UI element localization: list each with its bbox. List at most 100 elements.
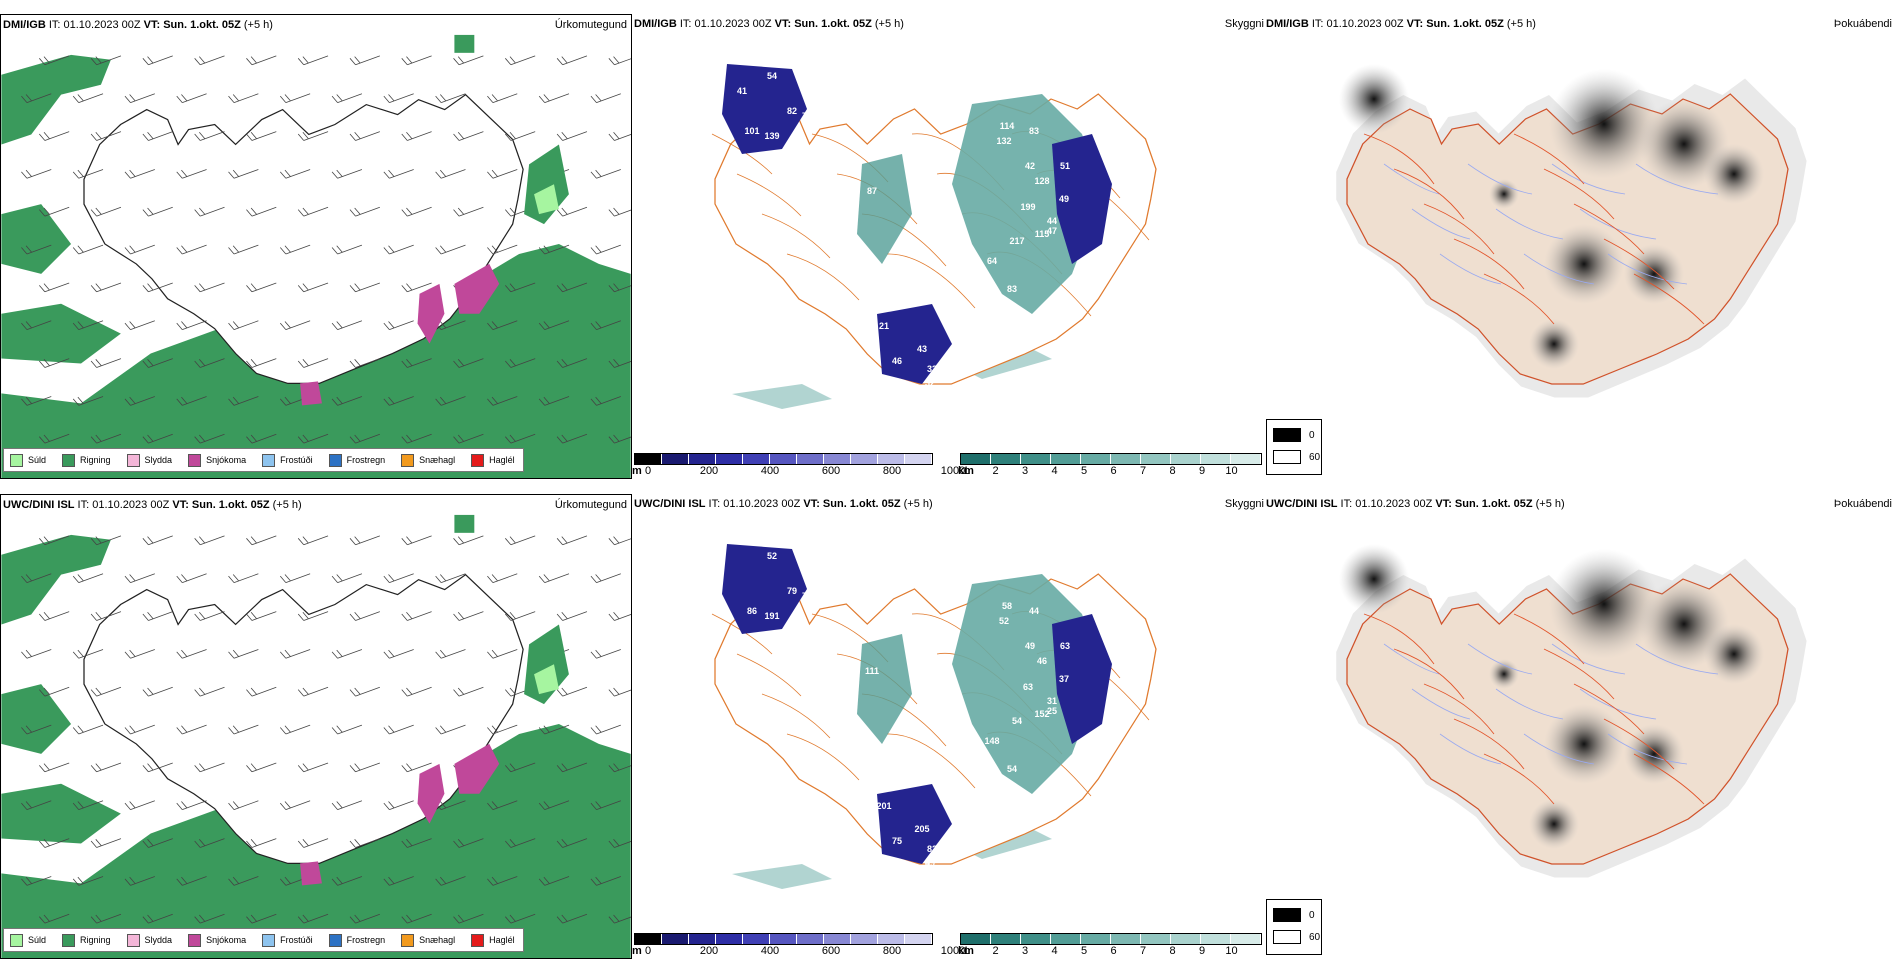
fog-patch [1544,704,1624,784]
wind-barb [72,800,104,811]
legend-swatch [471,933,485,947]
wind-barb [487,169,518,179]
legend-label: Slydda [144,455,173,465]
wind-barb [228,724,259,735]
cloud-base-label: 85 [839,714,849,724]
cloud-base-label: 83 [927,186,937,196]
cloud-base-visibility-map: 54 82 75 101 139 69 87 61 64 90 278 21 43 46 33 32 114 13… [711,64,1157,409]
colorbar-cell [689,454,716,464]
legend-label: 60 [1309,931,1321,943]
wind-barb [538,93,570,103]
wind-barb [72,724,104,735]
fog-indicator-legend: 0 60 [1266,419,1322,475]
wind-barb [383,876,414,886]
colorbar-tick: 200 [699,945,719,957]
colorbar-cell [770,454,797,464]
wind-barb [21,320,52,331]
legend-label: Frostregn [346,455,386,465]
colorbar-cell [1171,454,1201,464]
cloud-base-label: 79 [787,586,797,596]
colorbar-tick: 800 [882,945,902,957]
legend-swatch [1273,930,1301,944]
cloud-base-label: 44 [1029,606,1039,616]
colorbar-tick: 400 [760,945,780,957]
wind-barb [331,724,363,735]
cloud-base-colorbar: m 0 200 400 600 800 1000 [632,933,965,957]
wind-barb [349,55,380,66]
legend-label: Rigning [80,935,111,945]
wind-barb [90,686,122,697]
fog-patch [1549,549,1659,659]
wind-barb [279,244,311,255]
colorbar-cell [1081,934,1111,944]
wind-barb [383,169,414,179]
precip-legend-item: Snjókoma [188,933,246,947]
visibility-colorbar: km 1 2 3 4 5 6 7 8 9 10 [958,933,1262,957]
wind-barb [297,206,329,217]
precip-legend-item: Haglél [471,453,515,467]
colorbar-cell [743,454,770,464]
colorbar-tick: 6 [1110,945,1117,957]
colorbar-cell [1051,934,1081,944]
cloud-base-label: 54 [767,71,777,81]
wind-barb [279,93,311,103]
panel-variable-label: Úrkomutegund [554,19,627,31]
colorbar-tick: 9 [1198,465,1206,477]
wind-barb [194,535,225,546]
legend-label: Frostúði [280,935,313,945]
wind-barb [194,762,225,773]
precip-legend-item: Súld [10,933,46,947]
cloud-base-label: 2 [799,326,804,336]
wind-barb [556,838,588,848]
colorbar-cell [770,934,797,944]
cloud-base-label: 52 [767,551,777,561]
fog-patch [1339,544,1409,614]
wind-barb [72,649,104,659]
wind-barb [401,55,432,66]
wind-barb [246,762,277,773]
wind-barb [279,573,311,583]
precip-type-panel-dmi: DMI/IGB IT: 01.10.2023 00Z VT: Sun. 1.ok… [0,14,632,479]
legend-swatch [1273,428,1301,442]
wind-barb [505,358,536,368]
wind-barb [590,724,621,735]
wind-barb [194,206,225,217]
cloud-base-label: 49 [1025,641,1035,651]
wind-barb [608,131,631,141]
cloud-base-label: 152 [1034,709,1049,719]
wind-barb [21,876,52,886]
wind-barb [297,433,329,444]
wind-barb [246,358,277,368]
wind-barb [453,838,484,848]
colorbar-tick: 2 [992,945,999,957]
wind-barb [72,396,104,406]
panel-variable-label: Skyggni [1224,18,1264,30]
cloud-base-label: 32 [925,378,935,388]
legend-label: 60 [1309,451,1321,463]
legend-swatch [126,453,140,467]
wind-barb [124,649,155,659]
iceland-outline [83,93,524,385]
panel-title: UWC/DINI ISL IT: 01.10.2023 00Z VT: Sun.… [1266,498,1565,510]
colorbar-cell [1231,934,1261,944]
wind-barb [608,913,631,924]
wind-barb [72,244,104,255]
wind-barb [505,913,536,924]
colorbar-cell [851,454,878,464]
cloud-base-label: 101 [744,126,759,136]
wind-barb [124,169,155,179]
cloud-base-label: 148 [984,736,999,746]
colorbar-tick: 10 [1225,465,1238,477]
wind-barb [331,244,363,255]
fog-patch [1529,319,1579,369]
panel-variable-label: Þokuábendi [1833,498,1892,510]
colorbar-cell [662,934,689,944]
wind-barb [142,206,173,217]
cloud-base-label: 41 [737,86,747,96]
cloud-base-label: 82 [927,844,937,854]
colorbar-tick: 7 [1139,465,1147,477]
wind-barb [39,358,70,368]
wind-barb [383,93,414,103]
cloud-base-label: 44 [1047,216,1057,226]
wind-barb [72,93,104,103]
